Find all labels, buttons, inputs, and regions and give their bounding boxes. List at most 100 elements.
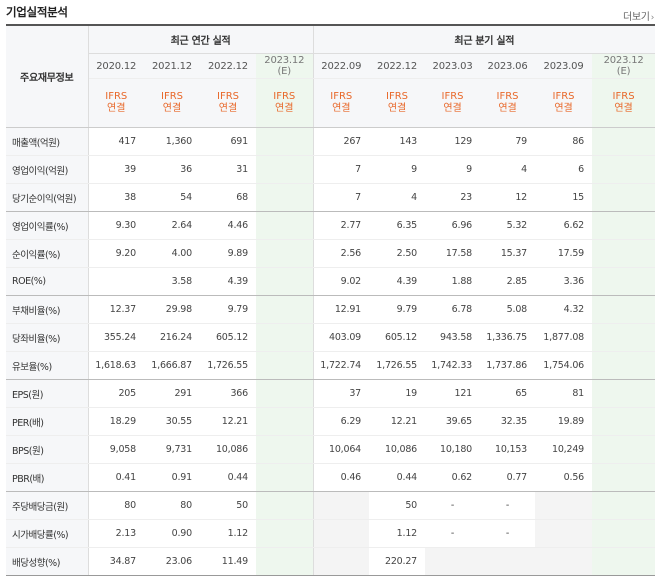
annual-group-header: 최근 연간 실적 xyxy=(88,24,314,54)
table-cell: 6.96 xyxy=(425,211,481,240)
table-cell: 691 xyxy=(200,127,256,156)
table-cell: 129 xyxy=(425,127,481,156)
table-cell: 10,086 xyxy=(369,435,426,464)
table-cell: 1.12 xyxy=(200,519,256,548)
period-date-header: 2020.12 xyxy=(88,53,144,79)
table-cell: 0.44 xyxy=(369,463,426,492)
table-cell: 80 xyxy=(88,491,144,520)
table-cell: 0.90 xyxy=(144,519,200,548)
ifrs-label: IFRS xyxy=(330,91,353,102)
table-cell: 0.77 xyxy=(480,463,536,492)
table-cell xyxy=(256,267,314,296)
period-date-header: 2023.12 (E) xyxy=(256,53,314,79)
table-cell: 10,180 xyxy=(425,435,481,464)
table-cell: 6.35 xyxy=(369,211,426,240)
table-cell: 9 xyxy=(369,155,426,184)
accounting-basis-header: IFRS 연결 xyxy=(88,78,144,128)
table-cell: 12.37 xyxy=(88,295,144,324)
table-cell xyxy=(256,239,314,268)
row-label: BPS(원) xyxy=(6,435,89,464)
table-cell: 30.55 xyxy=(144,407,200,436)
accounting-basis-header: IFRS 연결 xyxy=(313,78,370,128)
period-date: 2021.12 xyxy=(152,60,192,72)
table-cell: - xyxy=(425,519,481,548)
table-cell: 23 xyxy=(425,183,481,212)
table-cell: 0.62 xyxy=(425,463,481,492)
table-row: 영업이익(억원) 39 36 31 7 9 9 4 6 xyxy=(6,155,656,184)
row-label: 매출액(억원) xyxy=(6,127,89,156)
table-cell xyxy=(592,491,656,520)
table-cell: 39 xyxy=(88,155,144,184)
table-cell: 1,618.63 xyxy=(88,351,144,380)
period-date: 2022.12 xyxy=(377,60,417,72)
table-cell xyxy=(256,323,314,352)
accounting-basis-header: IFRS 연결 xyxy=(425,78,481,128)
table-cell: 2.64 xyxy=(144,211,200,240)
period-date-header: 2022.12 xyxy=(200,53,256,79)
table-cell: 15.37 xyxy=(480,239,536,268)
more-link[interactable]: 더보기› xyxy=(623,8,654,23)
table-cell: 34.87 xyxy=(88,547,144,576)
table-cell xyxy=(592,267,656,296)
table-cell: 366 xyxy=(200,379,256,408)
table-cell: 4.39 xyxy=(369,267,426,296)
table-cell: 10,153 xyxy=(480,435,536,464)
table-cell xyxy=(256,519,314,548)
accounting-basis-header: IFRS 연결 xyxy=(480,78,536,128)
period-date-header: 2023.09 xyxy=(535,53,593,79)
table-cell: - xyxy=(480,519,536,548)
table-cell: 143 xyxy=(369,127,426,156)
table-cell xyxy=(425,547,481,576)
period-date-header: 2023.06 xyxy=(480,53,536,79)
accounting-basis-header: IFRS 연결 xyxy=(256,78,314,128)
table-cell: 605.12 xyxy=(200,323,256,352)
table-cell xyxy=(256,407,314,436)
table-cell xyxy=(592,323,656,352)
table-cell xyxy=(592,239,656,268)
table-row: 주당배당금(원) 80 80 50 50- - xyxy=(6,491,656,520)
row-label: 부채비율(%) xyxy=(6,295,89,324)
table-cell: 54 xyxy=(144,183,200,212)
table-cell: 10,086 xyxy=(200,435,256,464)
ifrs-label: IFRS xyxy=(441,91,464,102)
financial-summary-table: 주요재무정보 최근 연간 실적 최근 분기 실적 2020.12 2021.12 2… xyxy=(6,24,656,576)
ifrs-label: IFRS xyxy=(612,91,635,102)
period-date: 2022.12 xyxy=(208,60,248,72)
table-row: 당좌비율(%) 355.24 216.24 605.12 403.09 605.12 943… xyxy=(6,323,656,352)
table-cell: 37 xyxy=(313,379,370,408)
consolidated-label: 연결 xyxy=(218,103,238,114)
table-cell: 355.24 xyxy=(88,323,144,352)
table-cell: 9.79 xyxy=(369,295,426,324)
table-cell: 18.29 xyxy=(88,407,144,436)
table-cell: 80 xyxy=(144,491,200,520)
table-cell: 2.13 xyxy=(88,519,144,548)
table-cell: 1,726.55 xyxy=(200,351,256,380)
table-cell: 12.21 xyxy=(200,407,256,436)
consolidated-label: 연결 xyxy=(332,103,351,114)
table-cell xyxy=(313,547,370,576)
table-cell: 943.58 xyxy=(425,323,481,352)
table-cell: 86 xyxy=(535,127,593,156)
table-cell: 216.24 xyxy=(144,323,200,352)
table-cell: 1,742.33 xyxy=(425,351,481,380)
table-cell: 15 xyxy=(535,183,593,212)
table-cell: 12.91 xyxy=(313,295,370,324)
table-cell: 50 xyxy=(200,491,256,520)
table-cell: 9.20 xyxy=(88,239,144,268)
table-cell: 4.32 xyxy=(535,295,593,324)
period-date: 2020.12 xyxy=(96,60,137,72)
period-date-header: 2021.12 xyxy=(144,53,200,79)
table-cell: 220.27 xyxy=(369,547,426,576)
row-label: 배당성향(%) xyxy=(6,547,89,576)
table-cell: 5.32 xyxy=(480,211,536,240)
table-cell: 417 xyxy=(88,127,144,156)
table-cell: 36 xyxy=(144,155,200,184)
row-label: 당기순이익(억원) xyxy=(6,183,89,212)
table-cell: 0.44 xyxy=(200,463,256,492)
accounting-basis-header: IFRS 연결 xyxy=(592,78,656,128)
table-row: 배당성향(%) 34.87 23.06 11.49 220.27 xyxy=(6,547,656,576)
table-row: BPS(원) 9,058 9,731 10,086 10,064 10,086 10,180… xyxy=(6,435,656,464)
consolidated-label: 연결 xyxy=(107,103,126,114)
table-cell: 65 xyxy=(480,379,536,408)
table-cell: 0.91 xyxy=(144,463,200,492)
